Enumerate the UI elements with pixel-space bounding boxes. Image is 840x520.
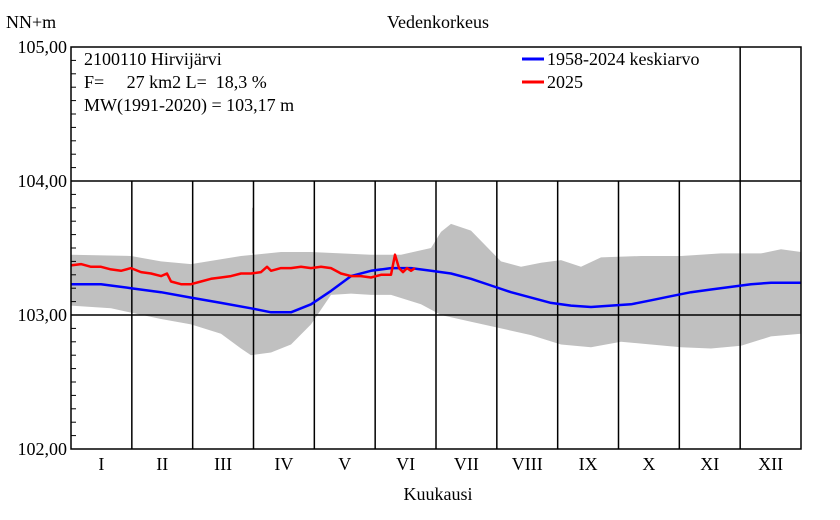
x-tick-label-month: XI (700, 454, 719, 474)
x-tick-label-month: I (98, 454, 104, 474)
series-lines (70, 253, 801, 314)
y-tick-label: 104,00 (18, 171, 68, 191)
info-box: 2100110 Hirvijärvi F= 27 km2 L= 18,3 % M… (84, 49, 294, 116)
series-line-mean (71, 266, 801, 314)
chart-title: Vedenkorkeus (387, 12, 489, 32)
x-axis-label: Kuukausi (404, 484, 473, 504)
y-tick-label: 102,00 (18, 439, 68, 459)
y-tick-label: 105,00 (18, 37, 68, 57)
legend: 1958-2024 keskiarvo 2025 (522, 49, 699, 92)
legend-label-mean: 1958-2024 keskiarvo (547, 49, 699, 69)
x-tick-label-month: IV (274, 454, 293, 474)
info-line-mw: MW(1991-2020) = 103,17 m (84, 95, 294, 116)
x-tick-label-month: V (338, 454, 351, 474)
info-line-station: 2100110 Hirvijärvi (84, 49, 222, 69)
y-axis-label: NN+m (6, 12, 56, 32)
x-tick-label-month: XII (758, 454, 783, 474)
y-tick-label: 103,00 (18, 305, 68, 325)
x-tick-label-month: II (156, 454, 168, 474)
x-tick-label-month: VI (396, 454, 415, 474)
x-tick-label-month: VIII (512, 454, 543, 474)
grid (71, 47, 801, 449)
series-line-current (70, 253, 416, 286)
x-tick-label-month: III (214, 454, 232, 474)
x-tick-label-month: VII (454, 454, 479, 474)
x-tick-label-month: X (642, 454, 655, 474)
x-tick-label-month: IX (579, 454, 598, 474)
info-line-area: F= 27 km2 L= 18,3 % (84, 72, 267, 92)
legend-label-current: 2025 (547, 72, 583, 92)
